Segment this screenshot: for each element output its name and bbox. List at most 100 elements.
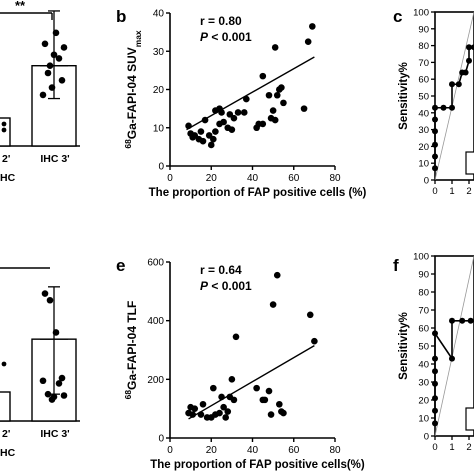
roc-point xyxy=(432,116,438,123)
x-axis-title: The proportion of FAP positive cells (%) xyxy=(149,187,367,199)
y-tick-label: 30 xyxy=(418,125,429,136)
x-tick-label: 80 xyxy=(329,173,341,184)
roc-point xyxy=(432,420,438,427)
y-tick-label: 60 xyxy=(418,324,429,335)
data-point xyxy=(197,128,205,135)
data-point xyxy=(311,337,318,345)
roc-point xyxy=(440,104,447,111)
y-tick-label: 0 xyxy=(158,434,164,445)
data-point xyxy=(280,409,287,417)
group-label-fragment: HC xyxy=(0,172,16,184)
x-tick-label: 1 xyxy=(449,442,454,453)
x-tick-label: 2' xyxy=(2,153,10,165)
roc-point xyxy=(449,317,455,324)
y-tick-label: 40 xyxy=(418,360,429,371)
data-point xyxy=(60,392,68,399)
r-value: r = 0.80 xyxy=(200,14,242,28)
data-point xyxy=(210,135,217,143)
data-point xyxy=(216,409,223,417)
roc-point xyxy=(432,368,438,375)
y-tick-label: 600 xyxy=(147,258,164,269)
data-point xyxy=(265,387,273,395)
data-point xyxy=(60,44,68,51)
data-point xyxy=(199,137,207,145)
significance-label: ** xyxy=(15,0,26,13)
data-point xyxy=(259,72,267,80)
x-tick-label: IHC 3' xyxy=(40,428,69,440)
data-point xyxy=(58,374,66,382)
p-value: P < 0.001 xyxy=(200,30,252,44)
data-point xyxy=(253,384,260,392)
data-point xyxy=(228,126,236,133)
y-tick-label: 50 xyxy=(418,92,429,103)
data-point xyxy=(39,91,47,99)
data-point xyxy=(210,384,217,392)
data-point xyxy=(58,77,66,84)
roc-point xyxy=(432,141,438,148)
y-tick-label: 10 xyxy=(418,159,429,170)
roc-point xyxy=(432,380,438,387)
data-point xyxy=(243,95,250,103)
x-axis-title: The proportion of FAP positive cells(%) xyxy=(150,459,365,471)
x-tick-label: 0 xyxy=(167,445,173,456)
y-tick-label: 70 xyxy=(418,306,429,317)
data-point xyxy=(44,390,52,398)
roc-point xyxy=(449,355,455,362)
roc-point xyxy=(432,330,438,337)
y-tick-label: 50 xyxy=(418,342,429,353)
data-point xyxy=(271,44,279,51)
y-tick-label: 30 xyxy=(153,47,165,58)
p-value: P < 0.001 xyxy=(200,279,252,293)
data-point xyxy=(265,91,273,99)
data-point xyxy=(271,116,279,124)
y-tick-label: 10 xyxy=(418,414,429,425)
data-point xyxy=(44,69,52,77)
y-axis-title: 68Ga-FAPI-04 TLF xyxy=(123,301,139,400)
data-point xyxy=(259,120,267,128)
data-point xyxy=(300,105,308,112)
roc-point xyxy=(432,165,438,172)
y-tick-label: 40 xyxy=(153,9,165,20)
panel-a: 2' IHC 3' HC ** xyxy=(0,0,80,184)
data-point xyxy=(1,127,7,133)
data-point xyxy=(46,296,54,304)
data-point xyxy=(280,99,287,107)
data-point xyxy=(273,91,281,99)
y-tick-label: 200 xyxy=(147,375,164,386)
data-point xyxy=(273,271,281,279)
x-tick-label: 60 xyxy=(288,173,300,184)
x-tick-label: 20 xyxy=(206,173,218,184)
panel-b: 0 20 40 60 80 0 10 20 30 40 r = 0.80 P < 0.001 The p… xyxy=(123,9,367,200)
data-point xyxy=(1,121,7,127)
data-point xyxy=(230,396,238,404)
x-tick-label: 0 xyxy=(432,442,437,453)
x-tick-label: IHC 3' xyxy=(40,153,69,165)
data-point xyxy=(191,405,199,412)
y-tick-label: 0 xyxy=(158,162,164,173)
roc-point xyxy=(449,104,455,111)
roc-curve xyxy=(434,46,474,169)
x-tick-label: 40 xyxy=(247,173,259,184)
y-tick-label: 0 xyxy=(424,176,429,187)
x-tick-label: 80 xyxy=(329,445,341,456)
x-tick-label: 0 xyxy=(167,173,173,184)
roc-point xyxy=(462,69,469,76)
y-tick-label: 80 xyxy=(418,41,429,52)
reference-diagonal xyxy=(434,255,474,437)
roc-point xyxy=(432,355,438,362)
panel-label-e: e xyxy=(116,256,125,275)
y-tick-label: 0 xyxy=(424,432,429,443)
x-tick-label: 2 xyxy=(466,442,471,453)
data-point xyxy=(50,51,58,59)
roc-point xyxy=(466,44,472,51)
data-point xyxy=(48,396,56,403)
y-tick-label: 100 xyxy=(413,8,429,19)
data-point xyxy=(230,114,238,122)
data-point xyxy=(269,301,277,308)
x-tick-label: 1 xyxy=(449,186,454,197)
legend-box xyxy=(465,151,474,175)
data-point xyxy=(228,376,236,383)
data-point xyxy=(309,23,316,30)
data-point xyxy=(222,414,229,421)
